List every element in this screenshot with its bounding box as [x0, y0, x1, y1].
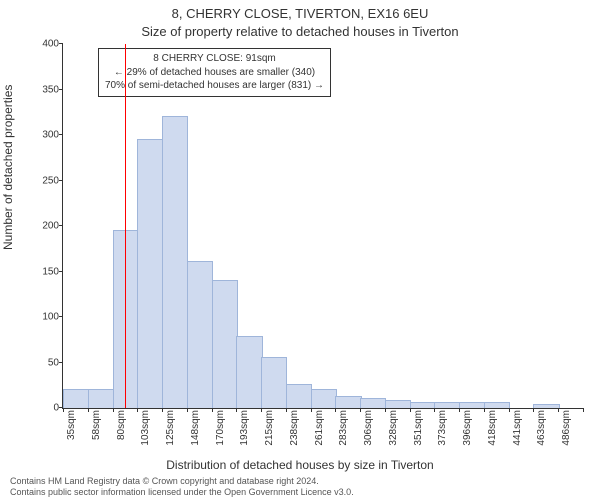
y-tick-label: 400: [42, 39, 59, 50]
x-tick-mark: [434, 408, 435, 412]
histogram-bar: [311, 389, 337, 408]
x-tick-label: 35sqm: [66, 410, 77, 440]
histogram-bar: [88, 389, 114, 408]
x-tick-mark: [360, 408, 361, 412]
x-tick-label: 328sqm: [388, 410, 399, 446]
x-tick-mark: [212, 408, 213, 412]
info-line-2: ← 29% of detached houses are smaller (34…: [105, 66, 324, 80]
x-tick-mark: [88, 408, 89, 412]
y-tick-label: 100: [42, 312, 59, 323]
histogram-bar: [360, 398, 386, 408]
x-tick-label: 193sqm: [239, 410, 250, 446]
highlight-info-box: 8 CHERRY CLOSE: 91sqm ← 29% of detached …: [98, 48, 331, 97]
histogram-bar: [335, 396, 361, 408]
histogram-bar: [162, 116, 188, 408]
x-tick-label: 215sqm: [264, 410, 275, 446]
y-tick-mark: [59, 271, 63, 272]
x-tick-mark: [410, 408, 411, 412]
histogram-bar: [137, 139, 163, 408]
x-tick-mark: [484, 408, 485, 412]
footer-attribution: Contains HM Land Registry data © Crown c…: [10, 476, 590, 498]
y-tick-mark: [59, 134, 63, 135]
x-tick-label: 58sqm: [91, 410, 102, 440]
histogram-bar: [533, 404, 559, 408]
chart-subtitle: Size of property relative to detached ho…: [0, 24, 600, 39]
y-tick-label: 50: [48, 357, 59, 368]
y-tick-label: 350: [42, 84, 59, 95]
x-tick-label: 441sqm: [512, 410, 523, 446]
y-axis-label: Number of detached properties: [1, 85, 15, 250]
x-tick-label: 463sqm: [536, 410, 547, 446]
x-axis-label: Distribution of detached houses by size …: [0, 458, 600, 472]
x-tick-label: 261sqm: [314, 410, 325, 446]
x-tick-label: 80sqm: [116, 410, 127, 440]
y-tick-label: 200: [42, 221, 59, 232]
x-tick-mark: [286, 408, 287, 412]
plot-area: 8 CHERRY CLOSE: 91sqm ← 29% of detached …: [62, 44, 583, 409]
x-tick-mark: [533, 408, 534, 412]
highlight-line: [125, 44, 126, 408]
x-tick-mark: [335, 408, 336, 412]
x-tick-label: 238sqm: [289, 410, 300, 446]
x-tick-label: 103sqm: [140, 410, 151, 446]
histogram-bar: [187, 261, 213, 408]
x-tick-label: 125sqm: [165, 410, 176, 446]
y-tick-mark: [59, 316, 63, 317]
x-tick-label: 351sqm: [413, 410, 424, 446]
x-tick-mark: [137, 408, 138, 412]
footer-line-1: Contains HM Land Registry data © Crown c…: [10, 476, 590, 487]
x-tick-mark: [583, 408, 584, 412]
y-tick-mark: [59, 89, 63, 90]
histogram-bar: [459, 402, 485, 408]
x-tick-mark: [558, 408, 559, 412]
histogram-bar: [385, 400, 411, 408]
x-tick-label: 373sqm: [437, 410, 448, 446]
y-tick-mark: [59, 362, 63, 363]
x-tick-label: 148sqm: [190, 410, 201, 446]
footer-line-2: Contains public sector information licen…: [10, 487, 590, 498]
info-line-3: 70% of semi-detached houses are larger (…: [105, 79, 324, 93]
x-tick-mark: [236, 408, 237, 412]
x-tick-mark: [261, 408, 262, 412]
histogram-bar: [434, 402, 460, 408]
x-tick-label: 283sqm: [338, 410, 349, 446]
histogram-bar: [261, 357, 287, 408]
histogram-bar: [286, 384, 312, 408]
histogram-bar: [236, 336, 262, 408]
histogram-bar: [484, 402, 510, 408]
x-tick-label: 306sqm: [363, 410, 374, 446]
x-tick-mark: [311, 408, 312, 412]
histogram-bar: [410, 402, 436, 408]
x-tick-mark: [63, 408, 64, 412]
y-tick-mark: [59, 180, 63, 181]
histogram-bar: [113, 230, 139, 408]
x-tick-label: 170sqm: [215, 410, 226, 446]
x-tick-label: 486sqm: [561, 410, 572, 446]
y-tick-label: 250: [42, 175, 59, 186]
x-tick-label: 418sqm: [487, 410, 498, 446]
page-title: 8, CHERRY CLOSE, TIVERTON, EX16 6EU: [0, 6, 600, 21]
y-tick-mark: [59, 43, 63, 44]
x-tick-mark: [113, 408, 114, 412]
y-tick-label: 300: [42, 130, 59, 141]
y-tick-label: 0: [53, 403, 59, 414]
x-tick-mark: [162, 408, 163, 412]
x-tick-mark: [385, 408, 386, 412]
x-tick-mark: [459, 408, 460, 412]
y-tick-mark: [59, 225, 63, 226]
x-tick-mark: [187, 408, 188, 412]
x-tick-label: 396sqm: [462, 410, 473, 446]
chart-container: 8, CHERRY CLOSE, TIVERTON, EX16 6EU Size…: [0, 0, 600, 500]
info-line-1: 8 CHERRY CLOSE: 91sqm: [105, 52, 324, 66]
x-tick-mark: [509, 408, 510, 412]
histogram-bar: [212, 280, 238, 408]
histogram-bar: [63, 389, 89, 408]
y-tick-label: 150: [42, 266, 59, 277]
